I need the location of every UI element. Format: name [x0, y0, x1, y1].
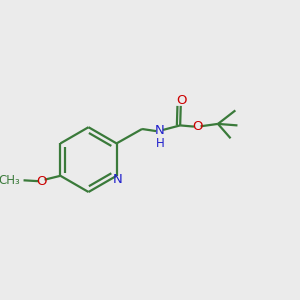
Text: N: N	[155, 124, 165, 137]
Text: O: O	[176, 94, 187, 107]
Text: CH₃: CH₃	[0, 174, 20, 187]
Text: O: O	[37, 175, 47, 188]
Text: N: N	[113, 173, 123, 186]
Text: O: O	[192, 120, 203, 134]
Text: H: H	[156, 137, 164, 150]
